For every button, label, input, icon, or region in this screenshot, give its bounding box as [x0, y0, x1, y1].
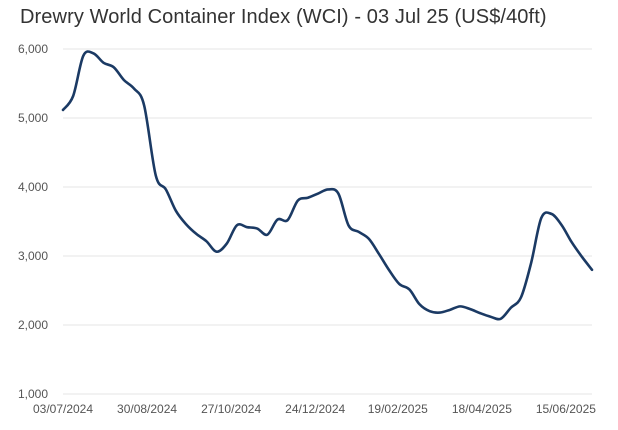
- data-point: [437, 310, 443, 316]
- x-tick-label: 18/04/2025: [452, 402, 512, 416]
- data-point: [346, 222, 352, 228]
- x-tick-label: 24/12/2024: [285, 402, 345, 416]
- data-point: [467, 306, 473, 312]
- data-point: [457, 303, 463, 309]
- data-point: [335, 191, 341, 197]
- data-point: [498, 316, 504, 322]
- data-point: [376, 251, 382, 257]
- data-point: [386, 267, 392, 273]
- data-point: [538, 215, 544, 221]
- y-tick-label: 1,000: [18, 387, 48, 401]
- data-point: [366, 236, 372, 242]
- data-point: [193, 231, 199, 237]
- data-point: [396, 281, 402, 287]
- x-axis-ticks: 03/07/2024 30/08/2024 27/10/2024 24/12/2024…: [33, 402, 596, 416]
- data-point: [315, 191, 321, 197]
- data-point: [111, 64, 117, 70]
- data-point: [417, 301, 423, 307]
- data-point: [173, 208, 179, 214]
- data-point: [285, 217, 291, 223]
- y-tick-label: 3,000: [18, 249, 48, 263]
- data-point: [244, 224, 250, 230]
- x-tick-label: 30/08/2024: [117, 402, 177, 416]
- data-point: [203, 238, 209, 244]
- data-point: [589, 267, 595, 273]
- data-point: [518, 294, 524, 300]
- data-point: [214, 249, 220, 255]
- y-tick-label: 6,000: [18, 42, 48, 56]
- data-point: [548, 211, 554, 217]
- y-tick-label: 5,000: [18, 111, 48, 125]
- data-point: [427, 308, 433, 314]
- data-point: [356, 229, 362, 235]
- data-point: [275, 217, 281, 223]
- data-point: [131, 86, 137, 92]
- series-line-0: [61, 50, 594, 321]
- data-point: [579, 254, 585, 260]
- x-tick-label: 03/07/2024: [33, 402, 93, 416]
- data-point: [508, 305, 514, 311]
- y-tick-label: 2,000: [18, 318, 48, 332]
- chart-title: Drewry World Container Index (WCI) - 03 …: [20, 6, 547, 28]
- series-layer: [60, 50, 595, 322]
- data-point: [477, 310, 483, 316]
- y-tick-label: 4,000: [18, 180, 48, 194]
- data-point: [141, 103, 147, 109]
- grid-lines: [63, 48, 592, 395]
- data-point: [183, 221, 189, 227]
- data-point: [90, 50, 96, 56]
- data-point: [488, 314, 494, 320]
- x-tick-label: 15/06/2025: [536, 402, 596, 416]
- data-point: [447, 307, 453, 313]
- data-point: [60, 107, 66, 113]
- data-point: [224, 241, 230, 247]
- data-point: [101, 60, 107, 66]
- y-axis-ticks: 1,000 2,000 3,000 4,000 5,000 6,000: [18, 42, 48, 401]
- x-tick-label: 19/02/2025: [368, 402, 428, 416]
- data-point: [234, 222, 240, 228]
- data-point: [295, 198, 301, 204]
- data-point: [264, 232, 270, 238]
- data-point: [80, 53, 86, 59]
- data-point: [305, 195, 311, 201]
- data-point: [569, 239, 575, 245]
- x-tick-label: 27/10/2024: [201, 402, 261, 416]
- data-point: [254, 226, 260, 232]
- data-point: [121, 77, 127, 83]
- data-point: [406, 286, 412, 292]
- data-point: [528, 260, 534, 266]
- data-point: [153, 172, 159, 178]
- data-point: [70, 93, 76, 99]
- data-point: [559, 222, 565, 228]
- data-point: [325, 186, 331, 192]
- data-point: [163, 186, 169, 192]
